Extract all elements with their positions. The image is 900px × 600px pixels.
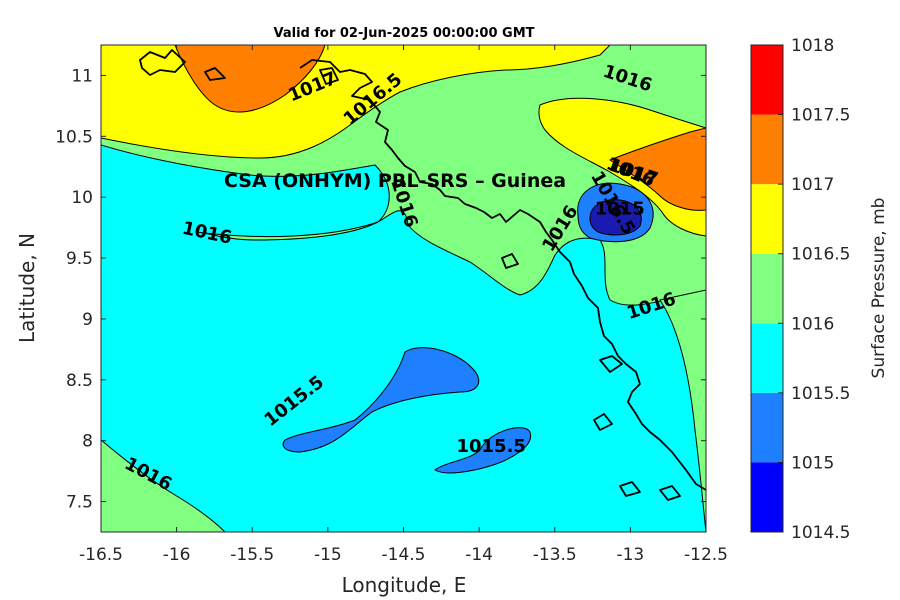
y-tick-label: 10.5 — [55, 127, 93, 147]
region-1016-e — [659, 289, 706, 532]
x-tick-label: -13 — [616, 545, 644, 565]
region-1016-sw — [101, 439, 226, 532]
y-tick-label: 11 — [71, 66, 93, 86]
x-tick-label: -14.5 — [382, 545, 426, 565]
figure-title: Valid for 02-Jun-2025 00:00:00 GMT — [274, 26, 535, 41]
x-tick-label: -13.5 — [533, 545, 577, 565]
colorbar-segment — [751, 45, 783, 115]
colorbar-segment — [751, 462, 783, 532]
y-tick-label: 8 — [82, 432, 93, 452]
x-tick-label: -12.5 — [684, 545, 728, 565]
y-tick-label: 8.5 — [66, 371, 93, 391]
region-1017-e — [608, 127, 706, 211]
region-1014-5 — [589, 199, 642, 236]
y-tick-label: 7.5 — [66, 493, 93, 513]
x-axis-label: Longitude, E — [342, 573, 467, 597]
colorbar-segment — [751, 253, 783, 324]
coastline — [139, 49, 706, 491]
colorbar-label: Surface Pressure, mb — [869, 198, 889, 379]
y-axis-label: Latitude, N — [15, 233, 39, 343]
colorbar: 1014.5 1015 1015.5 1016 1016.5 1017 1017.5 1018 — [750, 36, 850, 543]
region-1015-b — [434, 427, 532, 474]
colorbar-segment — [751, 184, 783, 254]
contour-label: 1015 — [595, 198, 645, 219]
colorbar-tick-label: 1018 — [791, 36, 834, 56]
contour-label: 1015.5 — [456, 436, 525, 457]
colorbar-frame — [750, 44, 784, 533]
colorbar-segment — [751, 114, 783, 185]
colorbar-segment — [751, 323, 783, 393]
colorbar-tick-label: 1015 — [791, 453, 834, 473]
watermark-text: CSA (ONHYM) PRL-SRS – Guinea — [224, 170, 566, 192]
x-tick-label: -15 — [314, 545, 342, 565]
map-axes — [101, 45, 706, 532]
y-tick-label: 9.5 — [66, 249, 93, 269]
coastline-islands — [319, 67, 681, 501]
x-tick-label: -16 — [163, 545, 191, 565]
colorbar-tick-label: 1014.5 — [791, 523, 850, 543]
x-tick-label: -16.5 — [79, 545, 123, 565]
colorbar-tick-label: 1016.5 — [791, 245, 850, 265]
y-tick-label: 9 — [82, 310, 93, 330]
y-tick-label: 10 — [71, 188, 93, 208]
colorbar-tick-label: 1016 — [791, 314, 834, 334]
x-tick-label: -15.5 — [230, 545, 274, 565]
colorbar-segment — [751, 392, 783, 463]
x-axis-ticks: -16.5 -16 -15.5 -15 -14.5 -14 -13.5 -13 -12.5 — [79, 45, 728, 565]
x-tick-label: -14 — [465, 545, 493, 565]
colorbar-tick-label: 1017 — [791, 175, 834, 195]
region-1015-a — [282, 347, 480, 453]
colorbar-tick-label: 1017.5 — [791, 106, 850, 126]
region-1017-nw — [174, 45, 326, 113]
y-axis-ticks: 7.5 8 8.5 9 9.5 10 10.5 11 — [55, 66, 706, 513]
colorbar-tick-label: 1015.5 — [791, 384, 850, 404]
